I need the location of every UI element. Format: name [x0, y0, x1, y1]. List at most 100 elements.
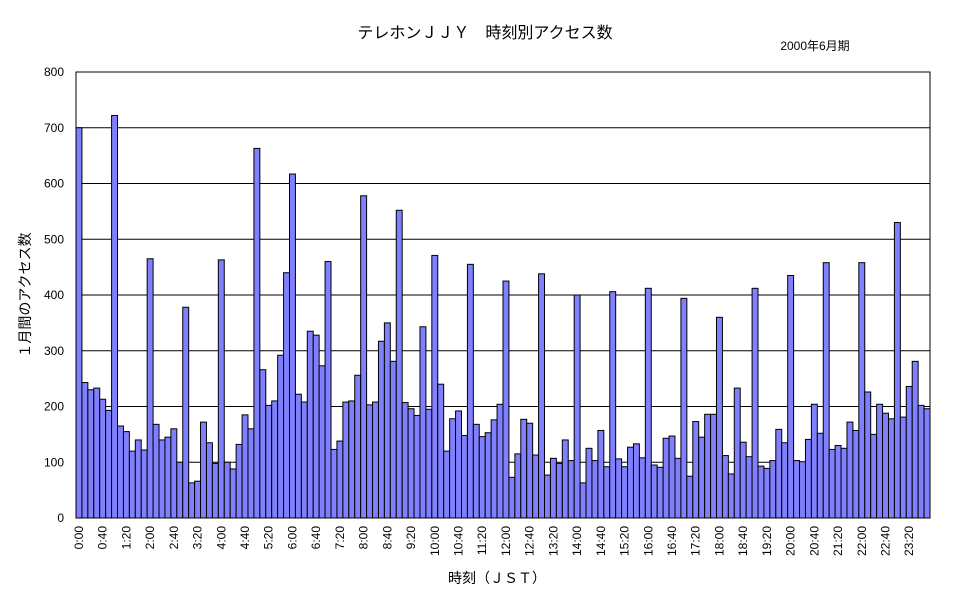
bar — [490, 419, 498, 519]
bar — [466, 263, 474, 519]
bar — [324, 261, 332, 519]
bar — [194, 480, 202, 519]
bar — [377, 340, 385, 519]
y-axis-title: １月間のアクセス数 — [18, 232, 34, 357]
x-tick-label: 8:40 — [380, 526, 394, 550]
x-tick-labels: 0:00 0:40 1:20 2:00 2:40 3:20 4:00 4:40 5:20 6:00… — [72, 526, 916, 556]
bar — [781, 442, 789, 519]
bar — [158, 439, 166, 519]
bar — [852, 429, 860, 519]
x-tick-label: 19:20 — [760, 526, 774, 556]
x-tick-label: 14:00 — [570, 526, 584, 556]
bar — [140, 449, 148, 519]
bar — [176, 461, 184, 519]
bar — [235, 443, 243, 519]
bar — [401, 402, 409, 519]
bar — [460, 434, 468, 519]
bar — [804, 438, 812, 519]
x-tick-label: 16:40 — [665, 526, 679, 556]
bar — [306, 330, 314, 519]
bar — [449, 418, 457, 519]
bar — [472, 423, 480, 519]
bar — [354, 374, 362, 519]
bar — [229, 468, 237, 519]
bar — [170, 428, 178, 519]
bar — [603, 466, 611, 519]
bar — [211, 462, 219, 519]
plot-frame — [75, 71, 931, 519]
bar — [686, 475, 694, 519]
bar — [336, 440, 344, 519]
bar — [217, 259, 225, 519]
bar — [544, 474, 551, 519]
y-tick-label: 100 — [44, 455, 64, 469]
bar — [372, 401, 379, 519]
bar — [816, 432, 824, 519]
bar — [650, 464, 658, 519]
y-tick-label: 600 — [44, 177, 64, 191]
x-tick-label: 0:40 — [96, 526, 110, 550]
bar — [840, 447, 848, 519]
bar — [698, 436, 706, 519]
bar — [905, 385, 913, 519]
bar — [259, 369, 267, 519]
bar — [555, 462, 563, 519]
x-tick-label: 21:20 — [831, 526, 845, 556]
y-tick-label: 200 — [44, 400, 64, 414]
bar — [644, 287, 652, 519]
bar — [105, 409, 113, 519]
bar — [579, 482, 587, 519]
bar — [917, 404, 925, 519]
bar — [247, 428, 255, 519]
bar — [858, 262, 866, 519]
bar — [128, 450, 136, 519]
bar — [591, 460, 599, 519]
bar — [508, 476, 516, 519]
bar — [395, 209, 403, 519]
bar — [271, 400, 279, 519]
bar — [573, 294, 581, 519]
bar — [111, 114, 119, 519]
chart-title: テレホンＪＪＹ 時刻別アクセス数 — [357, 23, 612, 42]
x-tick-label: 8:00 — [357, 526, 371, 550]
bar — [799, 461, 806, 519]
bar — [300, 401, 308, 519]
bar — [478, 436, 486, 519]
bar — [383, 322, 391, 519]
x-tick-label: 18:00 — [712, 526, 726, 556]
bar — [182, 306, 190, 519]
bar — [733, 387, 741, 519]
bar — [828, 448, 836, 519]
bar — [223, 461, 231, 519]
bar — [561, 439, 569, 519]
bar — [200, 421, 207, 519]
chart-subtitle: 2000年6月期 — [780, 39, 849, 53]
bar — [585, 447, 593, 519]
bar — [810, 403, 818, 519]
y-tick-label: 300 — [44, 344, 64, 358]
bar — [188, 482, 196, 519]
bar — [277, 354, 285, 519]
bar — [787, 274, 795, 519]
bar — [597, 429, 605, 519]
bar — [532, 454, 540, 519]
bar — [674, 457, 682, 519]
x-tick-label: 11:20 — [475, 526, 489, 555]
bar — [75, 127, 83, 519]
x-tick-label: 2:40 — [167, 526, 181, 550]
bar — [425, 408, 433, 519]
bar — [668, 435, 676, 519]
bar — [348, 400, 356, 519]
bar — [205, 442, 213, 519]
x-tick-label: 7:20 — [333, 526, 347, 550]
bar — [870, 433, 878, 519]
bar — [549, 457, 557, 519]
bar — [893, 222, 901, 519]
bar — [638, 457, 646, 519]
bar — [514, 453, 522, 519]
bar — [419, 326, 427, 519]
y-tick-label: 700 — [44, 121, 64, 135]
bar — [721, 455, 729, 519]
bar — [342, 401, 350, 519]
x-tick-label: 20:40 — [807, 526, 821, 556]
